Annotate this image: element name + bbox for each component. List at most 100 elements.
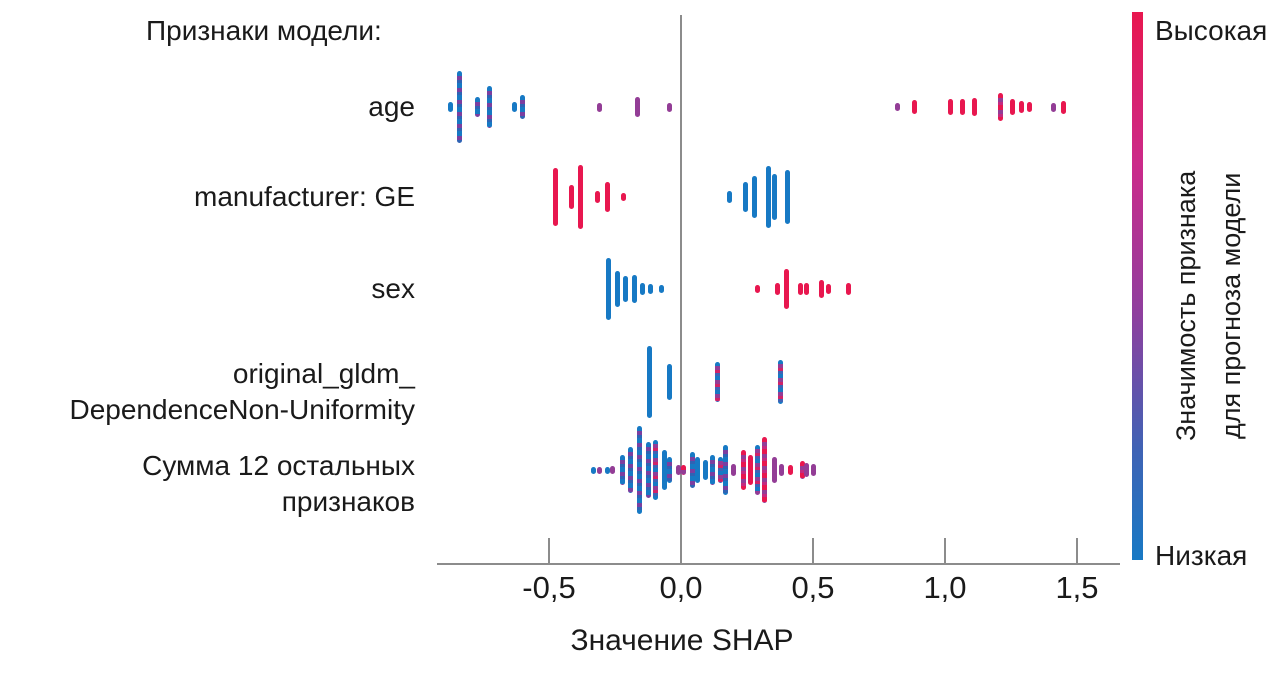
shap-point	[804, 283, 810, 295]
shap-point	[715, 362, 721, 402]
shap-point	[825, 284, 831, 294]
shap-point	[1061, 100, 1067, 114]
shap-point	[799, 461, 805, 479]
zero-gridline	[680, 15, 682, 565]
shap-point	[743, 182, 749, 212]
shap-point	[702, 460, 708, 480]
shap-point	[894, 103, 900, 111]
colorbar-low-label: Низкая	[1155, 540, 1248, 571]
feature-label-line: age	[368, 91, 415, 122]
shap-point	[647, 284, 653, 294]
shap-point	[590, 466, 596, 474]
shap-point	[447, 102, 453, 112]
x-tick-label: 1,0	[923, 570, 967, 605]
shap-point	[675, 465, 681, 475]
shap-point	[710, 455, 716, 485]
colorbar-axis-label: Значимость признака для прогноза модели	[1164, 118, 1256, 493]
x-tick-label: 0,0	[659, 570, 703, 605]
shap-point	[552, 168, 558, 226]
shap-point	[646, 346, 652, 418]
x-tick-label: 0,5	[791, 570, 835, 605]
colorbar-high-label: Высокая	[1155, 15, 1268, 46]
shap-point	[689, 452, 695, 488]
feature-label-line: manufacturer: GE	[194, 181, 415, 212]
shap-point	[787, 465, 793, 475]
shap-point	[1019, 101, 1025, 113]
shap-point	[577, 165, 583, 229]
shap-point	[723, 445, 729, 495]
shap-point	[810, 464, 816, 476]
shap-point	[456, 71, 462, 143]
shap-point	[785, 170, 791, 224]
shap-point	[667, 457, 673, 483]
x-tick-mark	[548, 538, 550, 563]
shap-point	[659, 285, 665, 293]
colorbar-gradient	[1132, 12, 1143, 560]
shap-point	[622, 276, 628, 302]
shap-point	[754, 445, 760, 495]
shap-point	[912, 100, 918, 114]
feature-label: manufacturer: GE	[0, 179, 415, 215]
shap-point	[604, 466, 610, 474]
shap-point	[666, 364, 672, 400]
shap-point	[627, 447, 633, 493]
shap-point	[754, 285, 760, 293]
shap-point	[971, 98, 977, 116]
shap-point	[730, 464, 736, 476]
x-tick-mark	[1076, 538, 1078, 563]
shap-point	[748, 455, 754, 485]
shap-point	[779, 464, 785, 476]
shap-point	[621, 193, 627, 201]
shap-point	[765, 166, 771, 228]
shap-point	[1050, 102, 1056, 112]
shap-point	[520, 95, 526, 119]
shap-point	[726, 191, 732, 203]
shap-point	[597, 466, 603, 474]
shap-point	[475, 97, 481, 117]
shap-point	[631, 275, 637, 303]
shap-point	[772, 174, 778, 220]
x-tick-label: 1,5	[1055, 570, 1099, 605]
shap-point	[594, 191, 600, 203]
shap-point	[512, 102, 518, 112]
shap-point	[653, 440, 659, 500]
shap-point	[784, 269, 790, 309]
shap-point	[634, 97, 640, 117]
shap-point	[596, 102, 602, 112]
x-tick-mark	[944, 538, 946, 563]
shap-point	[1026, 102, 1032, 112]
shap-point	[640, 283, 646, 295]
shap-point	[775, 283, 781, 295]
shap-point	[604, 182, 610, 212]
feature-label: sex	[0, 271, 415, 307]
feature-label-line: Сумма 12 остальных	[142, 450, 415, 481]
colorbar-axis-label-line2: для прогноза модели	[1216, 172, 1246, 439]
shap-point	[680, 465, 686, 475]
feature-label-line: original_gldm_	[232, 358, 415, 389]
shap-point	[819, 280, 825, 298]
shap-point	[645, 442, 651, 498]
x-axis-line	[437, 563, 1120, 565]
shap-point	[636, 426, 642, 514]
shap-point	[1009, 99, 1015, 115]
shap-point	[694, 457, 700, 483]
colorbar-axis-label-line1: Значимость признака	[1171, 170, 1201, 441]
shap-point	[620, 455, 626, 485]
feature-label: original_gldm_ DependenceNon-Uniformity	[0, 356, 415, 428]
shap-point	[797, 283, 803, 295]
shap-point	[487, 86, 493, 128]
shap-point	[777, 360, 783, 404]
feature-label: Сумма 12 остальных признаков	[0, 448, 415, 520]
shap-point	[751, 176, 757, 218]
shap-point	[997, 93, 1003, 121]
x-tick-mark	[812, 538, 814, 563]
shap-point	[959, 99, 965, 115]
x-axis-label: Значение SHAP	[570, 624, 794, 657]
shap-point	[661, 450, 667, 490]
shap-point	[740, 450, 746, 490]
shap-point	[803, 463, 809, 477]
shap-point	[717, 457, 723, 483]
shap-point	[606, 258, 612, 320]
shap-point	[762, 437, 768, 503]
